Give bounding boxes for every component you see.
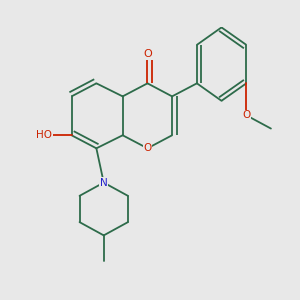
Text: HO: HO <box>36 130 52 140</box>
Text: O: O <box>242 110 250 120</box>
Text: O: O <box>143 49 152 59</box>
Text: N: N <box>100 178 108 188</box>
Text: O: O <box>143 143 152 153</box>
